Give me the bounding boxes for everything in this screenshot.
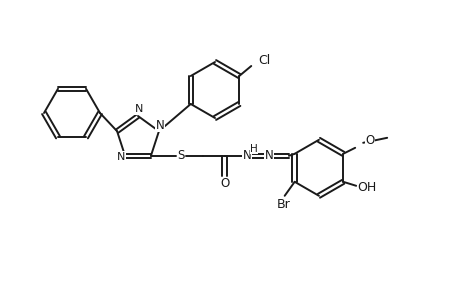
Text: S: S	[177, 149, 184, 162]
Text: N: N	[155, 119, 164, 132]
Text: O: O	[220, 177, 229, 190]
Text: OH: OH	[357, 181, 376, 194]
Text: O: O	[365, 134, 374, 147]
Text: H: H	[250, 144, 257, 154]
Text: N: N	[264, 149, 273, 162]
Text: Br: Br	[276, 198, 290, 211]
Text: N: N	[117, 152, 125, 162]
Text: Cl: Cl	[257, 53, 270, 67]
Text: N: N	[134, 104, 143, 114]
Text: N: N	[242, 149, 251, 162]
